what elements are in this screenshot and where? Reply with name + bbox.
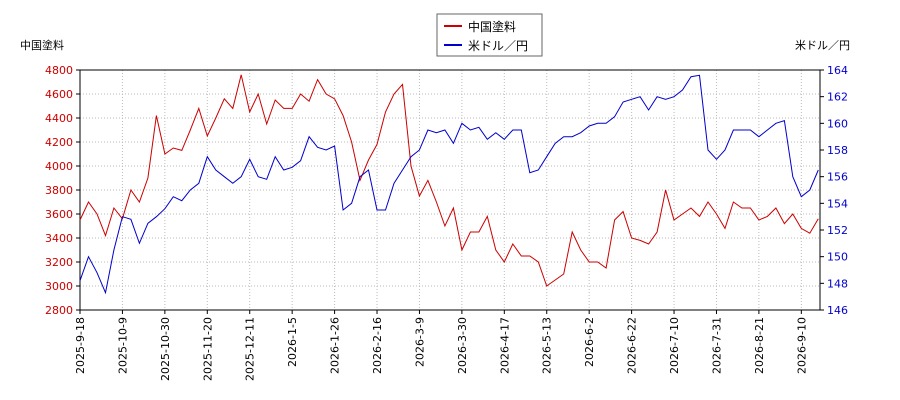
y-tick-label: 4800 bbox=[45, 64, 73, 77]
y2-tick-label: 152 bbox=[827, 224, 848, 237]
y2-tick-label: 154 bbox=[827, 197, 848, 210]
x-tick-label: 2026-5-13 bbox=[541, 317, 554, 374]
legend-box bbox=[436, 13, 543, 57]
y-tick-label: 4200 bbox=[45, 136, 73, 149]
x-tick-label: 2025-11-20 bbox=[201, 317, 214, 381]
y2-tick-label: 148 bbox=[827, 277, 848, 290]
x-tick-label: 2026-3-30 bbox=[456, 317, 469, 374]
x-tick-label: 2026-7-10 bbox=[668, 317, 681, 374]
y2-tick-label: 150 bbox=[827, 251, 848, 264]
x-tick-label: 2025-9-18 bbox=[74, 317, 87, 374]
y-tick-label: 2800 bbox=[45, 304, 73, 317]
x-tick-label: 2026-1-26 bbox=[329, 317, 342, 374]
y-tick-label: 3800 bbox=[45, 184, 73, 197]
y2-tick-label: 156 bbox=[827, 171, 848, 184]
x-tick-label: 2026-8-21 bbox=[753, 317, 766, 374]
y2-tick-label: 158 bbox=[827, 144, 848, 157]
y-tick-label: 4400 bbox=[45, 112, 73, 125]
plot-frame bbox=[79, 69, 821, 311]
x-tick-label: 2025-10-9 bbox=[116, 317, 129, 374]
series-line bbox=[79, 74, 819, 295]
x-tick-label: 2026-1-5 bbox=[286, 317, 299, 367]
x-tick-label: 2026-2-16 bbox=[371, 317, 384, 374]
x-tick-label: 2025-12-11 bbox=[244, 317, 257, 381]
x-tick-label: 2026-6-22 bbox=[626, 317, 639, 374]
y-tick-label: 3200 bbox=[45, 256, 73, 269]
legend-label: 中国塗料 bbox=[468, 19, 516, 34]
y2-tick-label: 160 bbox=[827, 117, 848, 130]
y-tick-label: 3600 bbox=[45, 208, 73, 221]
y2-tick-label: 162 bbox=[827, 91, 848, 104]
y2-tick-label: 146 bbox=[827, 304, 848, 317]
x-tick-label: 2026-7-31 bbox=[710, 317, 723, 374]
y2-tick-label: 164 bbox=[827, 64, 848, 77]
y-tick-label: 3000 bbox=[45, 280, 73, 293]
x-tick-label: 2025-10-30 bbox=[159, 317, 172, 381]
legend-label: 米ドル／円 bbox=[468, 39, 528, 53]
x-tick-label: 2026-6-2 bbox=[583, 317, 596, 367]
x-tick-label: 2026-4-17 bbox=[498, 317, 511, 374]
y-tick-label: 4000 bbox=[45, 160, 73, 173]
x-tick-label: 2026-3-9 bbox=[413, 317, 426, 367]
series-line bbox=[79, 74, 819, 287]
y-tick-label: 3400 bbox=[45, 232, 73, 245]
y2-axis-label: 米ドル／円 bbox=[795, 39, 850, 52]
y-axis-label: 中国塗料 bbox=[20, 38, 64, 52]
x-tick-label: 2026-9-10 bbox=[795, 317, 808, 374]
y-tick-label: 4600 bbox=[45, 88, 73, 101]
